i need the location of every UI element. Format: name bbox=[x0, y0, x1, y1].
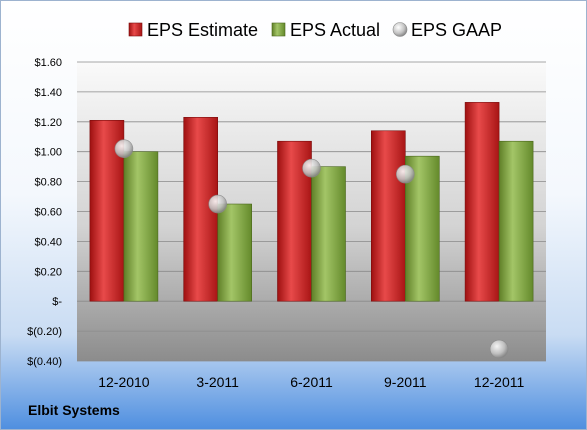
actual-bar bbox=[311, 166, 346, 302]
x-tick-label: 12-2010 bbox=[98, 374, 150, 390]
x-tick-label: 9-2011 bbox=[384, 374, 427, 390]
y-tick-label: $(0.40) bbox=[27, 356, 62, 368]
legend-swatch bbox=[271, 22, 286, 37]
gaap-point bbox=[302, 158, 321, 178]
company-name: Elbit Systems bbox=[28, 402, 120, 418]
actual-bar bbox=[217, 203, 252, 302]
actual-bar bbox=[123, 151, 159, 302]
axes: $(0.40) $(0.20) $- $0.20 $0.40 $0.60 $0.80 $1.0… bbox=[27, 57, 524, 390]
estimate-bar bbox=[464, 102, 500, 302]
bar-series bbox=[89, 102, 534, 302]
y-tick-label: $1.60 bbox=[34, 57, 62, 69]
legend: EPS Estimate EPS Actual EPS GAAP bbox=[128, 20, 502, 40]
legend-label: EPS Actual bbox=[290, 20, 380, 40]
x-tick-label: 12-2011 bbox=[474, 374, 525, 390]
y-tick-label: $0.80 bbox=[34, 177, 62, 189]
legend-label: EPS Estimate bbox=[147, 20, 258, 40]
actual-bar bbox=[498, 140, 534, 302]
legend-label: EPS GAAP bbox=[411, 20, 502, 40]
gaap-point bbox=[208, 194, 227, 214]
estimate-bar bbox=[370, 130, 406, 302]
y-tick-label: $- bbox=[52, 296, 62, 308]
x-tick-label: 3-2011 bbox=[196, 374, 239, 390]
y-tick-label: $0.60 bbox=[34, 207, 62, 219]
legend-swatch bbox=[392, 22, 408, 37]
y-tick-label: $1.00 bbox=[34, 147, 62, 159]
y-tick-label: $1.20 bbox=[34, 117, 62, 129]
legend-swatch bbox=[128, 22, 143, 37]
gaap-point bbox=[395, 164, 415, 184]
gaap-point bbox=[489, 339, 509, 359]
y-tick-label: $0.20 bbox=[34, 266, 62, 278]
gaap-points bbox=[114, 139, 509, 359]
gaap-point bbox=[114, 139, 134, 159]
y-tick-label: $0.40 bbox=[34, 236, 62, 248]
x-tick-label: 6-2011 bbox=[290, 374, 333, 390]
y-tick-label: $(0.20) bbox=[27, 326, 62, 338]
y-tick-label: $1.40 bbox=[34, 87, 62, 99]
